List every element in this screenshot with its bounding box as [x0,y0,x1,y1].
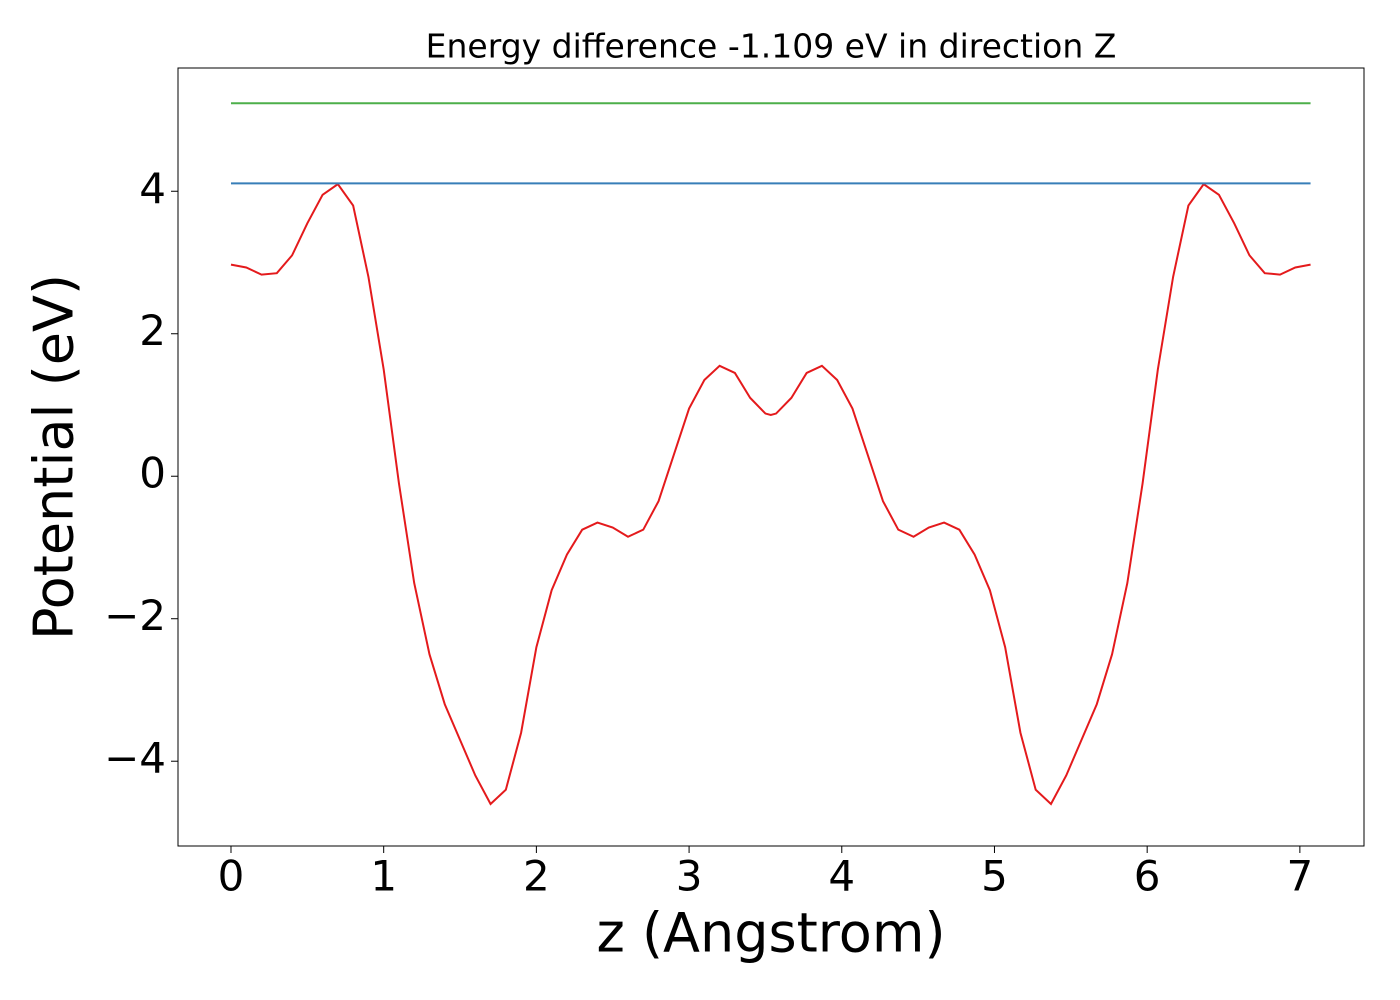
y-tick-label: 4 [139,164,166,213]
y-tick-label: 0 [139,449,166,498]
y-tick-label: 2 [139,306,166,355]
x-tick-label: 7 [1287,852,1314,901]
x-tick-label: 0 [218,852,245,901]
y-tick-label: −4 [104,734,166,783]
x-tick-label: 5 [981,852,1008,901]
x-axis-label: z (Angstrom) [596,902,945,965]
y-tick-label: −2 [104,591,166,640]
x-tick-label: 3 [676,852,703,901]
x-tick-label: 4 [828,852,855,901]
x-tick-label: 6 [1134,852,1161,901]
chart-title: Energy difference -1.109 eV in direction… [426,27,1117,66]
y-axis-label: Potential (eV) [23,274,86,640]
line-series [230,182,1311,806]
x-tick-label: 1 [370,852,397,901]
x-tick-label: 2 [523,852,550,901]
plot-frame [177,67,1365,847]
